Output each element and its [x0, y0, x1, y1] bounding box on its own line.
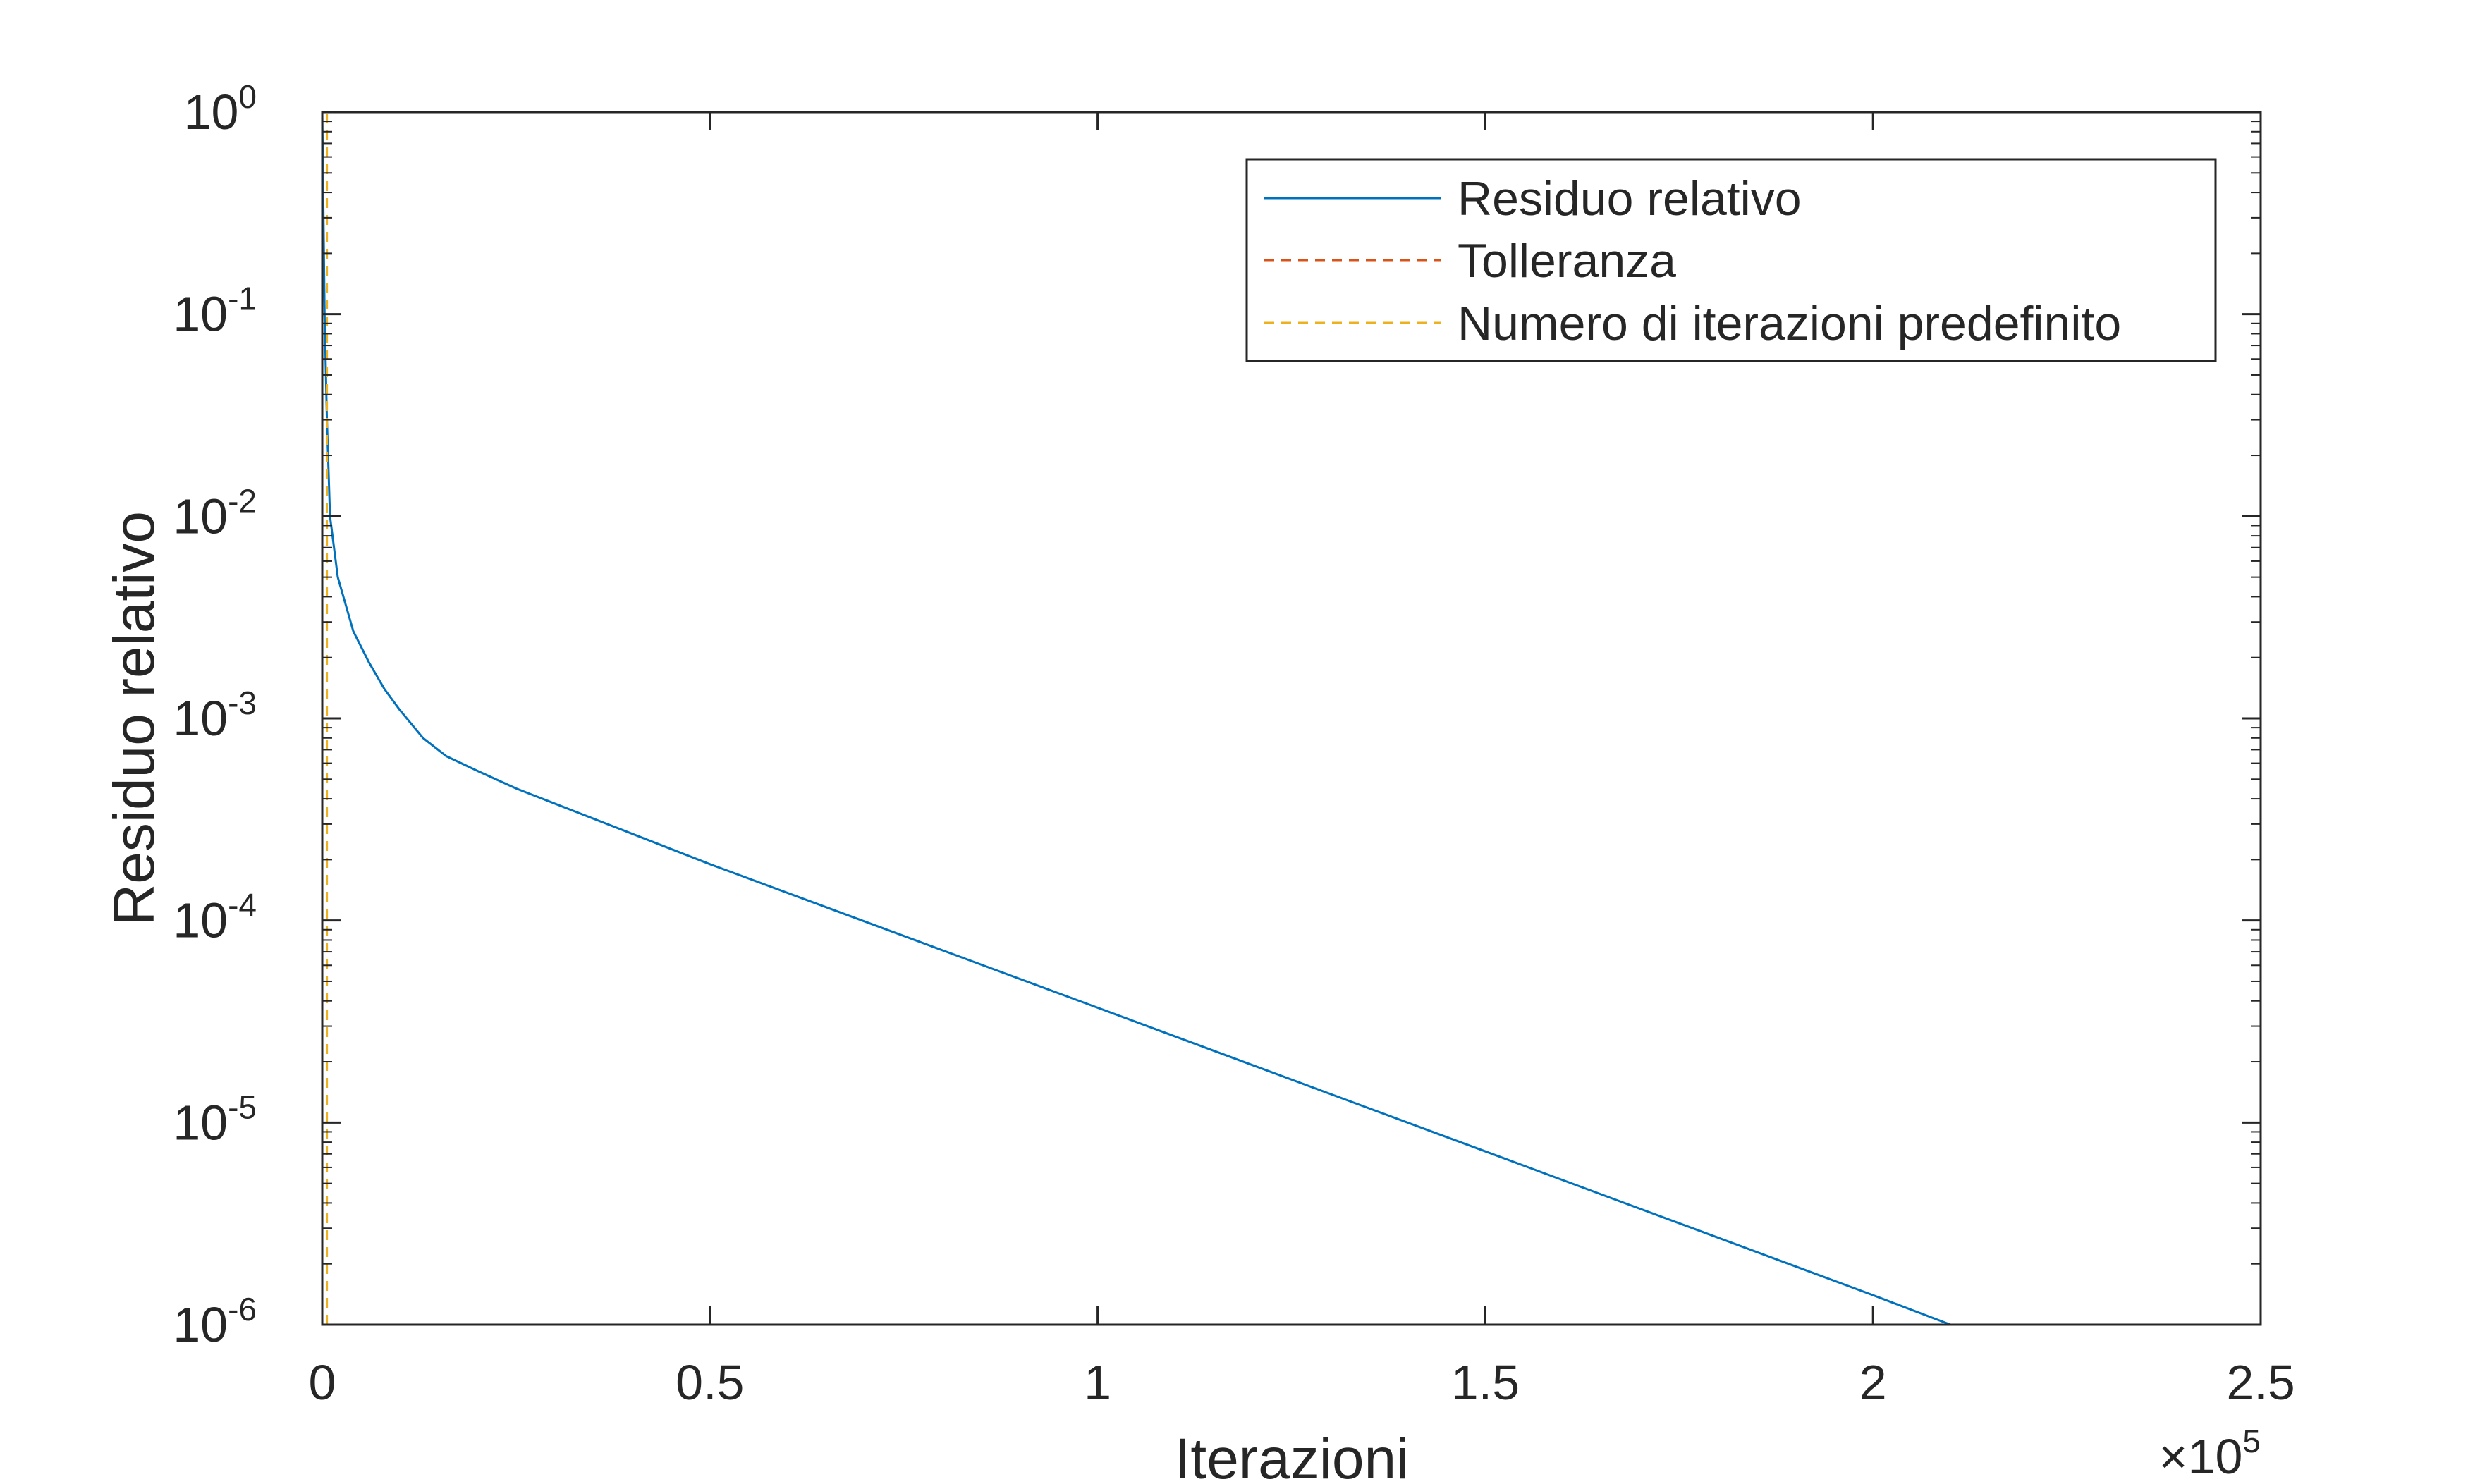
y-tick-label: 10-5: [173, 1089, 257, 1150]
x-tick-label: 0: [309, 1355, 336, 1410]
y-axis-title: Residuo relativo: [102, 511, 166, 926]
legend-label-tolleranza: Tolleranza: [1458, 234, 1676, 288]
legend-label-residuo: Residuo relativo: [1458, 172, 1802, 226]
legend-label-iterazioni: Numero di iterazioni predefinito: [1458, 297, 2121, 350]
legend: Residuo relativo Tolleranza Numero di it…: [1245, 158, 2217, 362]
x-tick-label: 1: [1084, 1355, 1111, 1410]
x-axis-title: Iterazioni: [1175, 1427, 1410, 1484]
x-tick-label: 1.5: [1451, 1355, 1520, 1410]
y-tick-label: 10-2: [173, 482, 257, 544]
x-exponent-power: 5: [2242, 1423, 2261, 1459]
series-line-0: [321, 111, 1951, 1326]
x-exponent-label: ×105: [2159, 1423, 2261, 1484]
x-exponent-base: ×10: [2159, 1429, 2243, 1484]
y-tick-label: 10-3: [173, 685, 257, 746]
y-tick-label: 100: [184, 78, 257, 140]
y-tick-label: 10-4: [173, 887, 257, 948]
y-tick-label: 10-1: [173, 281, 257, 342]
plot-area-frame: [321, 111, 2262, 1326]
x-tick-label: 2: [1859, 1355, 1887, 1410]
y-tick-label: 10-6: [173, 1291, 257, 1352]
x-tick-label: 2.5: [2226, 1355, 2295, 1410]
tick-labels: 0 0.5 1 1.5 2 2.5 100 10-1 10-2 10-3 10-4 10-5 10-6: [173, 78, 2295, 1410]
x-tick-label: 0.5: [676, 1355, 744, 1410]
